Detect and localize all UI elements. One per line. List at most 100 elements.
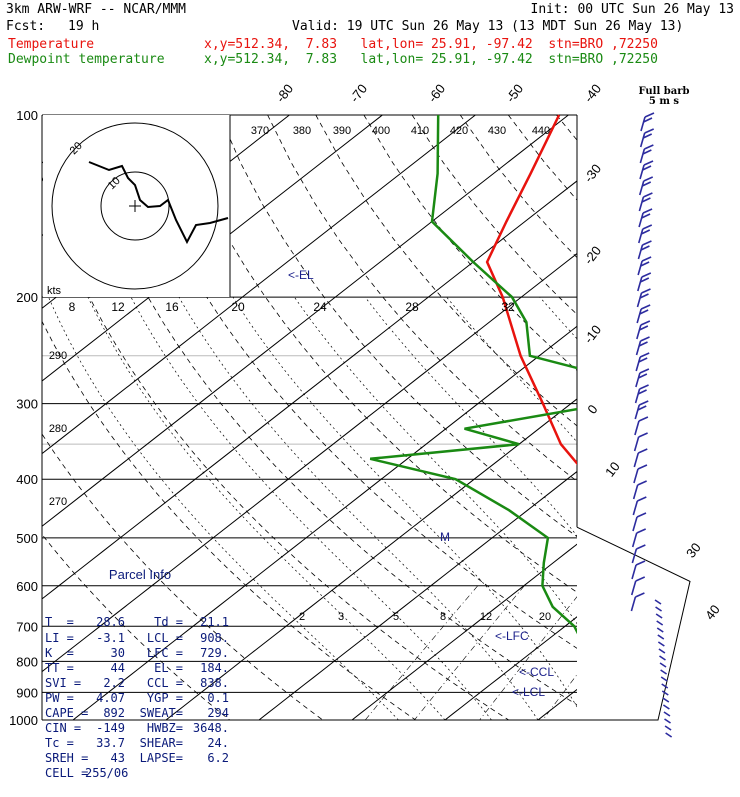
parcel-info-cell: 44: [85, 661, 125, 676]
wind-barb-flag: [635, 593, 644, 597]
moist-adiabat-line: [233, 297, 585, 720]
hodograph-axis-label: 20: [231, 300, 245, 314]
level-label-el: <-EL: [288, 268, 314, 282]
level-label-m: M: [440, 530, 450, 544]
wind-barb-flag: [640, 353, 649, 357]
wind-barb-flag: [639, 417, 648, 421]
parcel-info-cell: CELL =: [45, 766, 85, 781]
wind-barb-flag: [637, 513, 646, 517]
moist-adiabat-line: [294, 297, 631, 720]
wind-barb-flag: [645, 129, 654, 133]
wind-barb-flag: [637, 529, 646, 533]
parcel-info-cell: LCL =: [125, 631, 183, 646]
wind-barb-flag: [641, 289, 650, 293]
wind-barb-staff: [635, 437, 639, 451]
level-label-lcl: <-LCL: [512, 685, 545, 699]
mixing-ratio-label: 8: [440, 611, 446, 623]
isotherm-tick-label: -40: [581, 81, 604, 105]
wind-barb-flag: [636, 577, 645, 581]
pressure-tick-label: 700: [16, 619, 38, 634]
dry-adiabat-line: [701, 115, 740, 720]
parcel-info-cell: 838.: [183, 676, 229, 691]
wind-barb-staff: [638, 261, 642, 275]
wind-barb-staff: [636, 357, 640, 371]
wind-barb-lower: [660, 663, 666, 667]
level-label-lfc: <-LFC: [495, 629, 529, 643]
theta-label: 420: [450, 125, 468, 137]
pressure-tick-label: 900: [16, 685, 38, 700]
wind-barb-flag: [641, 337, 650, 341]
pressure-tick-label: 1000: [9, 713, 38, 728]
isotherm-line: [724, 115, 740, 720]
isotherm-tick-label: 30: [683, 540, 704, 561]
theta-label: 380: [293, 125, 311, 137]
parcel-info-cell: 4.07: [85, 691, 125, 706]
wind-barb-staff: [635, 405, 639, 419]
wind-barb-lower: [656, 607, 662, 611]
theta-label: 390: [333, 125, 351, 137]
mixing-ratio-label: 3: [338, 611, 344, 623]
parcel-info-cell: 24.: [183, 736, 229, 751]
wind-barb-lower: [665, 719, 671, 723]
dry-adiabat-line: [605, 115, 740, 720]
moist-adiabat-line: [447, 297, 725, 720]
wind-barb-staff: [634, 453, 638, 467]
parcel-info-cell: 33.7: [85, 736, 125, 751]
wind-barb-flag: [641, 321, 650, 325]
wind-barb-staff: [637, 309, 641, 323]
wind-barb-staff: [641, 133, 645, 147]
wind-barb-flag: [643, 225, 652, 229]
wind-barb-lower: [663, 705, 669, 709]
pressure-tick-label: 400: [16, 472, 38, 487]
level-label-ccl: <-CCL: [519, 665, 554, 679]
wind-barb-lower: [664, 712, 670, 716]
dry-adiabat-line: [364, 115, 740, 720]
parcel-info-cell: LI =: [45, 631, 85, 646]
wind-barb-flag: [644, 177, 653, 181]
wind-barb-flag: [636, 545, 645, 549]
wind-barb-lower: [657, 621, 663, 625]
parcel-info-cell: [125, 766, 183, 781]
parcel-info-cell: 729.: [183, 646, 229, 661]
wind-barb-lower: [666, 733, 672, 737]
wind-barb-flag: [642, 257, 651, 261]
wind-barb-flag: [640, 369, 649, 373]
parcel-info-cell: SWEAT=: [125, 706, 183, 721]
theta-label: 400: [372, 125, 390, 137]
wind-barb-lower: [658, 635, 664, 639]
parcel-info-cell: 294: [183, 706, 229, 721]
wind-barb-staff: [637, 293, 641, 307]
mixing-ratio-line: [365, 586, 478, 720]
parcel-info-cell: HWBZ=: [125, 721, 183, 736]
wind-barb-staff: [640, 181, 644, 195]
wind-barb-staff: [639, 213, 643, 227]
wind-barb-lower: [659, 656, 665, 660]
mixing-ratio-label: 5: [393, 611, 399, 623]
hodograph-axis-label: 12: [111, 300, 125, 314]
mixing-ratio-line: [414, 586, 524, 720]
parcel-info-cell: 908.: [183, 631, 229, 646]
wind-barb-flag: [637, 497, 646, 501]
theta-label: 270: [49, 496, 67, 508]
parcel-info-cell: 892: [85, 706, 125, 721]
wind-barb-flag: [643, 209, 652, 213]
pressure-tick-label: 600: [16, 579, 38, 594]
mixing-ratio-label: 20: [539, 611, 551, 623]
wind-barb-staff: [638, 277, 642, 291]
wind-barb-flag: [636, 561, 645, 565]
wind-barb-lower: [658, 642, 664, 646]
wind-barb-flag: [640, 385, 649, 389]
mixing-ratio-line: [480, 586, 586, 720]
parcel-info-cell: SVI =: [45, 676, 85, 691]
wind-barb-flag: [638, 481, 647, 485]
wind-barb-staff: [632, 581, 636, 595]
parcel-info-cell: 255/06: [85, 766, 125, 781]
wind-barb-staff: [637, 325, 641, 339]
